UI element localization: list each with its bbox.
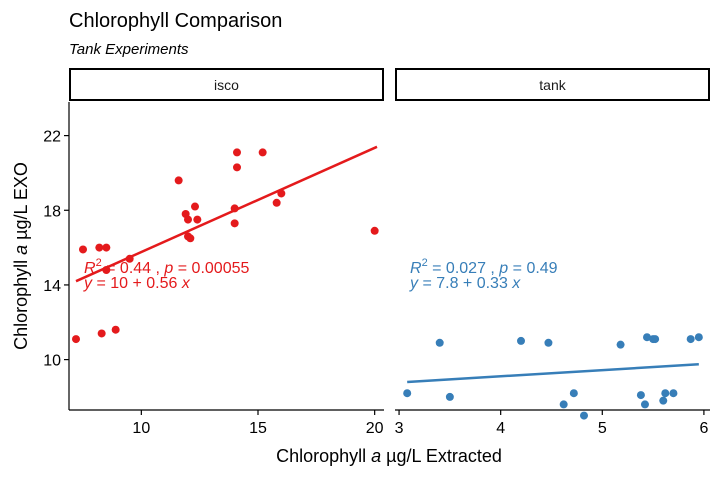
data-point-isco bbox=[97, 329, 106, 338]
data-point-tank bbox=[435, 338, 444, 347]
y-axis-label: Chlorophyll a µg/L EXO bbox=[11, 162, 31, 350]
data-point-isco bbox=[184, 215, 192, 224]
equation-annotation-tank: y = 7.8 + 0.33 x bbox=[409, 275, 521, 292]
data-point-tank bbox=[559, 400, 568, 409]
panel-isco: isco 10 14 18 22 10 15 20 R2 = 0.44 , p = 0.0005… bbox=[43, 68, 384, 437]
y-tick-label: 18 bbox=[43, 203, 61, 220]
y-tick-label: 10 bbox=[43, 353, 61, 370]
data-point-isco bbox=[125, 254, 134, 263]
data-point-isco bbox=[95, 243, 104, 252]
data-point-isco bbox=[258, 148, 267, 157]
r2-annotation-isco: R2 = 0.44 , p = 0.00055 bbox=[84, 257, 249, 277]
data-point-isco bbox=[233, 163, 241, 172]
x-axis-label: Chlorophyll a µg/L Extracted bbox=[276, 446, 502, 466]
data-point-isco bbox=[102, 266, 111, 274]
data-point-isco bbox=[233, 148, 241, 157]
data-point-isco bbox=[79, 245, 87, 254]
data-point-isco bbox=[191, 202, 199, 211]
strip-isco bbox=[69, 68, 384, 101]
data-point-tank bbox=[643, 333, 651, 342]
facet-panels: isco 10 14 18 22 10 15 20 R2 = 0.44 , p = 0.0005… bbox=[43, 68, 710, 437]
strip-label-isco: isco bbox=[214, 77, 239, 93]
x-tick-label-tank: 6 bbox=[699, 420, 708, 437]
data-point-tank bbox=[580, 411, 588, 420]
data-point-tank bbox=[694, 333, 703, 342]
x-tick-label-tank: 3 bbox=[395, 420, 404, 437]
data-point-tank bbox=[445, 392, 454, 401]
data-point-tank bbox=[544, 338, 553, 347]
data-point-tank bbox=[517, 336, 525, 345]
data-point-tank bbox=[661, 389, 670, 398]
data-point-isco bbox=[230, 219, 239, 228]
data-point-tank bbox=[640, 400, 649, 409]
data-point-tank bbox=[569, 389, 578, 398]
r2-annotation-tank: R2 = 0.027 , p = 0.49 bbox=[410, 257, 558, 277]
data-point-tank bbox=[636, 391, 645, 400]
x-tick-label-tank: 4 bbox=[496, 420, 505, 437]
data-point-isco bbox=[72, 335, 80, 344]
chart-subtitle: Tank Experiments bbox=[69, 41, 189, 58]
panel-tank: tank 3 4 5 6 R2 = 0.027 , p = 0.49y = 7.8 + 0… bbox=[395, 68, 710, 437]
data-point-isco bbox=[102, 243, 111, 252]
y-tick-label: 14 bbox=[43, 278, 61, 295]
data-point-tank bbox=[686, 335, 695, 344]
data-point-tank bbox=[403, 389, 412, 398]
data-point-tank bbox=[651, 335, 660, 344]
data-point-tank bbox=[659, 396, 668, 405]
strip-label-tank: tank bbox=[539, 77, 566, 93]
data-point-isco bbox=[186, 234, 195, 243]
equation-annotation-isco: y = 10 + 0.56 x bbox=[83, 275, 191, 292]
fit-line-tank bbox=[407, 363, 699, 384]
data-point-isco bbox=[230, 204, 239, 213]
data-point-isco bbox=[370, 226, 379, 235]
x-tick-label-isco: 15 bbox=[249, 420, 267, 437]
data-point-isco bbox=[193, 215, 202, 224]
data-point-isco bbox=[111, 325, 120, 334]
data-point-isco bbox=[277, 189, 286, 198]
y-tick-label: 22 bbox=[43, 129, 61, 146]
chart-title: Chlorophyll Comparison bbox=[69, 10, 282, 32]
data-point-isco bbox=[272, 198, 281, 207]
data-point-tank bbox=[669, 389, 678, 398]
x-tick-label-isco: 10 bbox=[132, 420, 150, 437]
data-point-tank bbox=[616, 340, 625, 349]
data-point-isco bbox=[174, 176, 183, 185]
x-tick-label-isco: 20 bbox=[366, 420, 384, 437]
x-tick-label-tank: 5 bbox=[598, 420, 607, 437]
strip-tank bbox=[395, 68, 710, 101]
